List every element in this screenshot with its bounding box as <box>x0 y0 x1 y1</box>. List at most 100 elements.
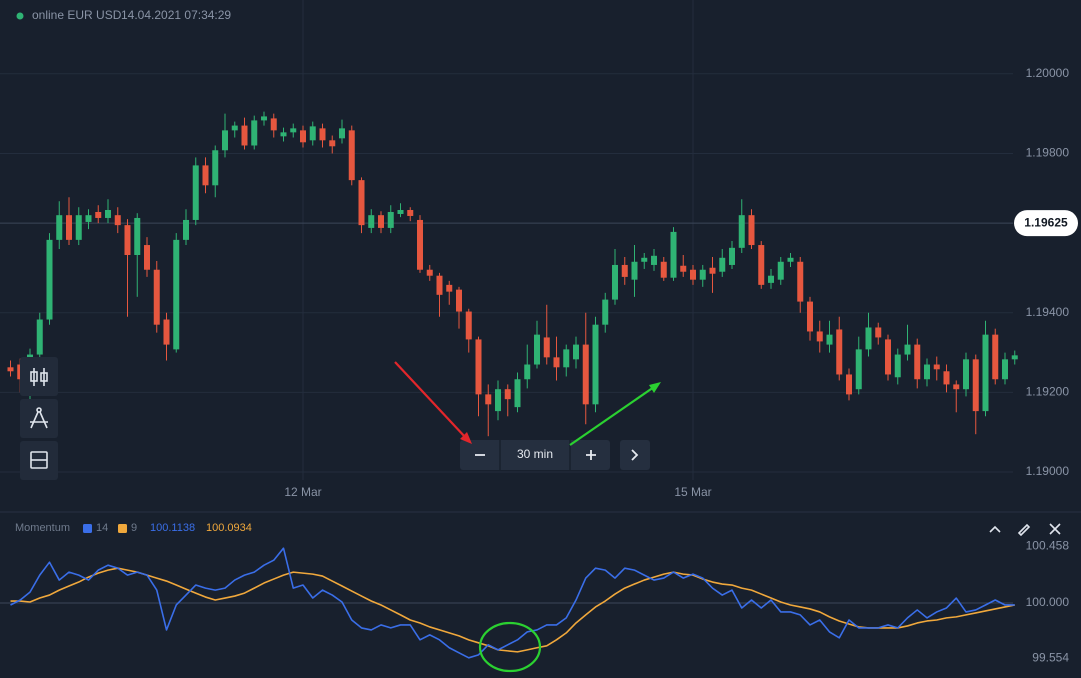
candle-body <box>446 284 453 292</box>
candle-body <box>144 245 150 270</box>
candle-body <box>475 339 482 395</box>
candle-body <box>202 165 209 186</box>
candle-body <box>651 255 657 265</box>
candle-body <box>992 334 999 380</box>
candle-body <box>592 324 599 405</box>
legend-swatch <box>118 524 127 533</box>
candle-body <box>875 327 882 338</box>
candle-body <box>163 319 170 345</box>
candle-body <box>924 364 930 380</box>
candle-body <box>280 132 287 137</box>
candle-body <box>290 128 297 133</box>
candle-body <box>95 211 102 218</box>
candle-body <box>261 116 267 121</box>
candle-body <box>495 389 501 412</box>
collapse-icon[interactable] <box>989 525 1001 533</box>
candle-body <box>670 231 677 278</box>
symbol-status: online EUR USD <box>32 8 122 22</box>
candle-body <box>153 269 160 325</box>
candle-body <box>514 379 521 408</box>
candle-body <box>36 319 43 355</box>
candle-body <box>114 215 121 226</box>
edit-icon[interactable] <box>1017 523 1031 537</box>
candle-body <box>602 299 609 325</box>
candle-body <box>456 289 462 312</box>
candle-body <box>436 275 443 295</box>
close-icon[interactable] <box>1049 523 1061 535</box>
candle-body <box>963 359 969 390</box>
candle-body <box>309 126 316 141</box>
candle-body <box>85 215 92 222</box>
y-tick-label: 1.20000 <box>1026 66 1070 80</box>
grid-layer <box>0 0 1013 604</box>
red-arrow-head <box>460 432 472 444</box>
candle-body <box>7 367 14 372</box>
candle-body <box>417 219 423 270</box>
candle-body <box>75 215 82 240</box>
candle-body <box>368 215 375 228</box>
y-tick-label: 100.000 <box>1026 595 1070 609</box>
candle-body <box>192 165 199 220</box>
candles-icon <box>30 368 48 386</box>
candle-body <box>124 225 131 255</box>
y-tick-label: 1.19200 <box>1026 385 1070 399</box>
candle-body <box>933 364 940 370</box>
candle-body <box>660 261 667 278</box>
candle-body <box>807 301 813 332</box>
candle-body <box>183 219 189 240</box>
panel-title: Momentum <box>15 522 70 534</box>
candle-body <box>300 130 306 143</box>
candle-body <box>105 210 111 218</box>
candle-body <box>426 269 433 276</box>
candle-body <box>407 210 414 216</box>
legend-label: 14 <box>96 522 108 534</box>
candle-body <box>397 210 404 214</box>
candles-button[interactable] <box>20 357 58 396</box>
candle-body <box>729 247 735 265</box>
y-tick-label: 1.19800 <box>1026 146 1070 160</box>
y-tick-label: 99.554 <box>1032 650 1069 664</box>
candle-body <box>748 215 755 246</box>
candle-body <box>816 331 823 342</box>
candle-body <box>46 239 53 320</box>
candle-body <box>972 359 979 412</box>
candle-body <box>378 215 384 228</box>
candle-body <box>894 354 901 378</box>
candle-body <box>846 374 852 395</box>
highlight-circle <box>478 621 542 673</box>
green-arrow-head <box>649 382 661 393</box>
candle-body <box>524 364 531 380</box>
candle-body <box>543 337 550 358</box>
candle-body <box>787 257 794 262</box>
candle-body <box>270 118 277 131</box>
candle-body <box>982 334 989 412</box>
panel-icons <box>989 523 1061 537</box>
candle-body <box>904 344 911 355</box>
candle-body <box>358 180 365 226</box>
candle-body <box>329 140 336 147</box>
last-price-label: 1.19625 <box>1024 215 1068 229</box>
candle-body <box>339 128 345 139</box>
candle-body <box>222 130 228 151</box>
timeframe-controls: 30 min <box>460 440 650 470</box>
candle-body <box>241 125 248 146</box>
drawing-button[interactable] <box>20 399 58 438</box>
candle-body <box>485 394 492 405</box>
timeframe-label[interactable]: 30 min <box>517 447 553 461</box>
candle-body <box>612 264 618 300</box>
candle-body <box>699 269 706 280</box>
next-button[interactable] <box>620 440 650 470</box>
candle-body <box>56 215 63 240</box>
x-tick-label: 15 Mar <box>674 485 711 499</box>
candle-body <box>66 215 72 240</box>
candle-body <box>758 245 765 285</box>
candle-body <box>826 334 833 345</box>
candle-body <box>134 217 141 255</box>
candle-body <box>855 349 862 390</box>
chevron-icon <box>631 449 639 461</box>
y-tick-label: 1.19000 <box>1026 464 1070 478</box>
y-tick-label: 1.19400 <box>1026 305 1070 319</box>
